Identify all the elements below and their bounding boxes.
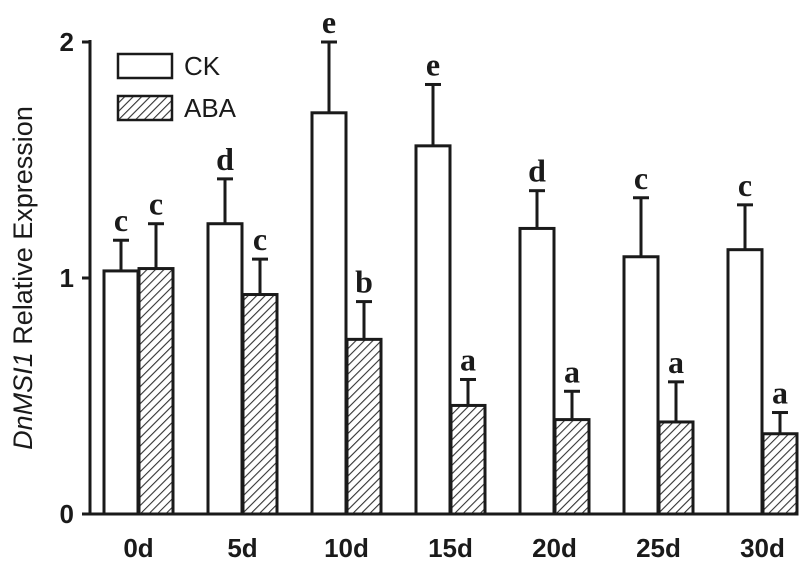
significance-letter-ck-5d: d <box>216 141 234 177</box>
significance-letter-ck-10d: e <box>322 4 336 40</box>
significance-letter-aba-25d: a <box>668 344 684 380</box>
bar-aba-0d <box>137 267 175 516</box>
significance-letter-ck-25d: c <box>634 160 648 196</box>
significance-letter-aba-0d: c <box>149 186 163 222</box>
y-tick-label: 0 <box>60 499 74 529</box>
bar-ck-0d <box>102 269 140 516</box>
significance-letter-ck-15d: e <box>426 46 440 82</box>
significance-letter-ck-20d: d <box>528 153 546 189</box>
bar-ck-5d <box>206 222 244 516</box>
x-tick-label: 5d <box>227 533 257 563</box>
x-tick-label: 10d <box>324 533 369 563</box>
legend-swatch-ck <box>116 52 174 80</box>
y-axis-ticks: 0 1 2 <box>60 27 90 529</box>
bar-ck-15d <box>414 144 452 516</box>
bar-ck-10d <box>310 111 348 516</box>
bar-aba-20d <box>553 418 591 516</box>
x-tick-label: 25d <box>636 533 681 563</box>
significance-letter-aba-5d: c <box>253 221 267 257</box>
bar-ck-30d <box>726 248 764 516</box>
significance-letter-aba-20d: a <box>564 353 580 389</box>
y-axis-title-rest: Relative Expression <box>8 106 38 352</box>
bar-ck-20d <box>518 226 556 516</box>
x-tick-label: 0d <box>123 533 153 563</box>
y-axis-title: DnMSI1 Relative Expression <box>8 106 38 450</box>
y-tick-label: 1 <box>60 263 74 293</box>
legend-label-ck: CK <box>184 51 221 81</box>
x-tick-label: 30d <box>740 533 785 563</box>
bar-ck-25d <box>622 255 660 516</box>
x-tick-label: 15d <box>428 533 473 563</box>
legend-label-aba: ABA <box>184 93 237 123</box>
legend: CK ABA <box>116 51 237 123</box>
y-axis-title-gene: DnMSI1 <box>8 352 38 450</box>
legend-swatch-aba <box>116 94 174 122</box>
significance-letter-aba-10d: b <box>355 264 373 300</box>
bar-aba-15d <box>449 403 487 516</box>
significance-letter-aba-15d: a <box>460 341 476 377</box>
y-tick-label: 2 <box>60 27 74 57</box>
significance-letter-ck-30d: c <box>738 167 752 203</box>
significance-letter-ck-0d: c <box>114 202 128 238</box>
x-tick-label: 20d <box>532 533 577 563</box>
bar-aba-25d <box>657 420 695 516</box>
bar-aba-10d <box>345 337 383 516</box>
bar-aba-30d <box>761 432 799 516</box>
significance-letter-aba-30d: a <box>772 375 788 411</box>
bar-aba-5d <box>241 293 279 516</box>
